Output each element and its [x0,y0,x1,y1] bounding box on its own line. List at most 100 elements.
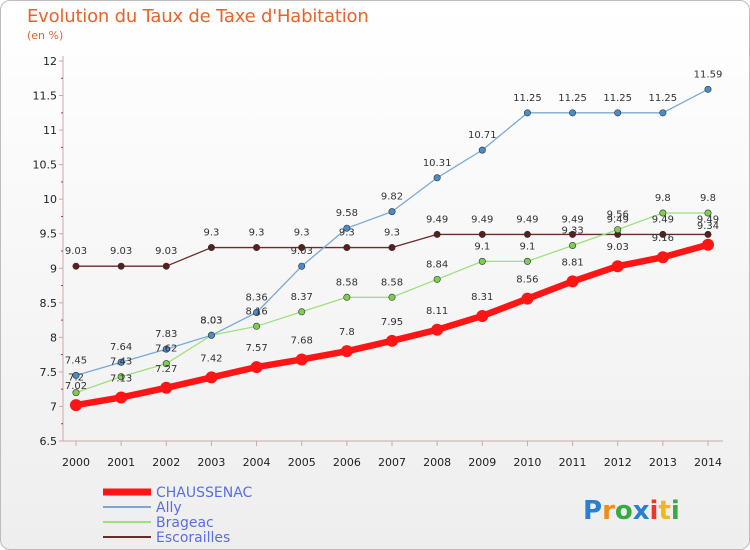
data-label-brageac: 9.33 [561,225,583,236]
y-tick-label: 10.5 [33,159,58,172]
chart-title: Evolution du Taux de Taxe d'Habitation [27,6,369,27]
data-label-escorailles: 9.3 [384,228,400,239]
x-tick-label: 2001 [107,456,135,469]
data-label-ally: 7.64 [110,342,132,353]
legend-label-ally: Ally [156,500,182,516]
data-point-chaussenac [431,323,444,336]
data-label-chaussenac: 7.95 [381,317,403,328]
data-label-brageac: 8.37 [291,292,313,303]
data-label-ally: 11.25 [603,93,632,104]
data-point-chaussenac [611,260,624,273]
data-point-escorailles [162,262,170,270]
x-tick-label: 2000 [62,456,90,469]
data-point-chaussenac [656,251,669,264]
data-point-brageac [704,209,712,217]
data-label-ally: 10.71 [468,130,497,141]
data-label-chaussenac: 8.81 [561,257,583,268]
data-label-escorailles: 9.49 [561,214,583,225]
data-label-ally: 7.45 [65,355,87,366]
data-label-brageac: 9.8 [700,193,716,204]
data-point-chaussenac [160,381,173,394]
data-label-chaussenac: 7.68 [291,335,313,346]
x-tick-label: 2003 [197,456,225,469]
data-label-ally: 8.03 [200,315,222,326]
x-tick-label: 2009 [468,456,496,469]
data-point-escorailles [569,230,577,238]
chart-subtitle: (en %) [27,29,64,42]
data-point-ally [72,371,80,379]
data-label-chaussenac: 7.27 [155,364,177,375]
data-label-escorailles: 9.49 [471,214,493,225]
y-tick-label: 6.5 [40,435,58,448]
x-tick-label: 2008 [423,456,451,469]
data-point-chaussenac [250,361,263,374]
y-tick-label: 10 [43,193,57,206]
x-tick-label: 2010 [513,456,541,469]
data-point-ally [659,109,667,117]
y-tick-label: 12 [43,55,57,68]
data-label-ally: 9.82 [381,192,403,203]
data-point-escorailles [704,230,712,238]
data-point-ally [433,174,441,182]
data-label-chaussenac: 7.13 [110,373,132,384]
data-label-escorailles: 9.3 [294,228,310,239]
data-point-chaussenac [702,238,714,251]
proxiti-logo: Proxiti [583,496,680,526]
data-point-brageac [388,293,396,301]
data-point-ally [298,262,306,270]
data-label-ally: 11.59 [694,69,723,80]
x-tick-label: 2014 [694,456,722,469]
x-tick-label: 2013 [649,456,677,469]
data-point-chaussenac [295,353,308,366]
data-point-ally [704,85,712,93]
data-point-ally [343,224,351,232]
data-point-ally [569,109,577,117]
y-tick-label: 7 [50,400,57,413]
data-label-escorailles: 9.3 [203,228,219,239]
data-point-escorailles [253,244,261,252]
data-label-brageac: 8.58 [336,277,358,288]
data-label-escorailles: 9.49 [607,214,629,225]
data-point-brageac [253,322,261,330]
data-label-escorailles: 9.03 [65,246,87,257]
data-point-escorailles [523,230,531,238]
data-point-escorailles [478,230,486,238]
data-label-ally: 9.58 [336,208,358,219]
data-label-chaussenac: 7.57 [245,343,267,354]
data-point-brageac [569,241,577,249]
data-point-escorailles [388,244,396,252]
data-label-chaussenac: 9.16 [652,233,674,244]
data-label-chaussenac: 8.31 [471,292,493,303]
data-label-escorailles: 9.03 [110,246,132,257]
data-point-escorailles [72,262,80,270]
data-label-ally: 7.83 [155,329,177,340]
data-point-chaussenac [386,334,398,347]
data-point-escorailles [343,244,351,252]
data-label-escorailles: 9.49 [697,214,719,225]
data-label-chaussenac: 8.11 [426,306,448,317]
legend-label-chaussenac: CHAUSSENAC [156,485,253,501]
y-tick-label: 11.5 [33,90,58,103]
data-point-chaussenac [70,399,82,412]
data-point-brageac [614,226,622,234]
data-label-escorailles: 9.49 [426,214,448,225]
data-point-brageac [72,389,80,397]
legend-label-brageac: Brageac [156,515,214,531]
data-point-escorailles [433,230,441,238]
x-tick-label: 2006 [333,456,361,469]
data-point-escorailles [117,262,125,270]
data-label-ally: 11.25 [558,93,587,104]
data-point-brageac [523,257,531,265]
data-label-ally: 10.31 [423,158,452,169]
data-label-brageac: 7.43 [110,357,132,368]
data-point-ally [388,208,396,216]
data-point-escorailles [298,244,306,252]
data-point-chaussenac [340,345,353,358]
data-label-brageac: 7.62 [155,344,177,355]
x-tick-label: 2002 [152,456,180,469]
data-label-ally: 11.25 [649,93,678,104]
data-label-escorailles: 9.03 [155,246,177,257]
data-label-brageac: 8.58 [381,277,403,288]
